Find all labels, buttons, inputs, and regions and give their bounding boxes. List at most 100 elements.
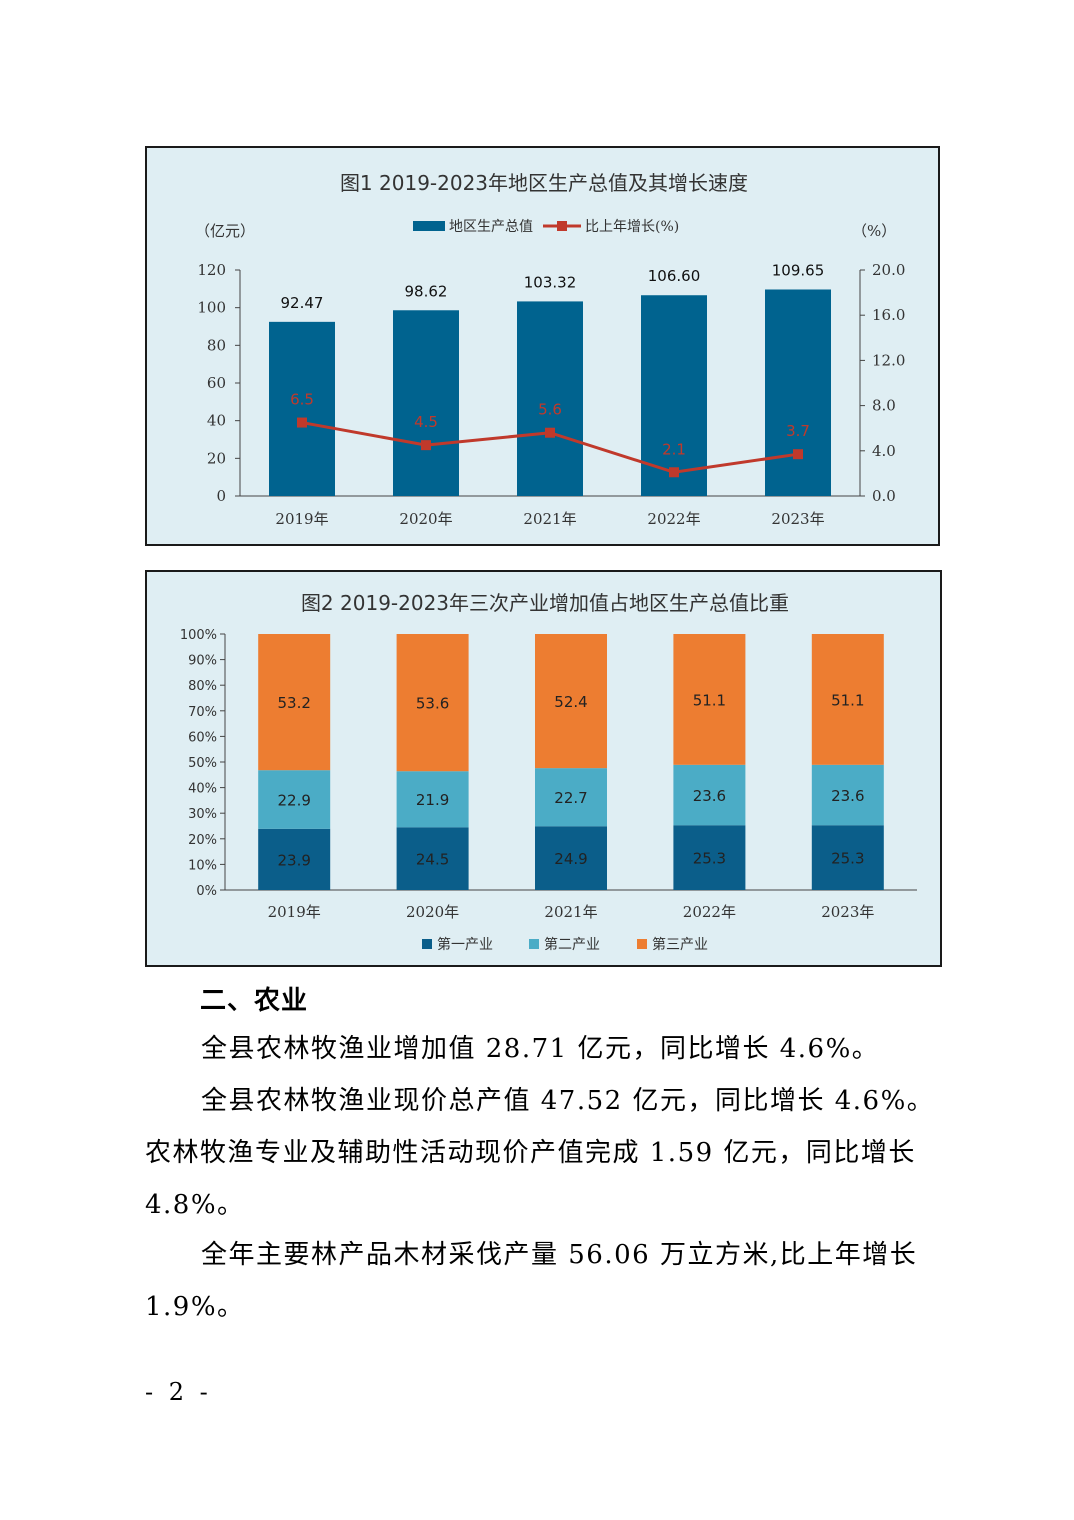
segment-label: 24.5 — [416, 851, 449, 869]
stacked-bar-segment — [396, 827, 469, 890]
y-axis-tick-label: 30% — [188, 807, 217, 822]
x-axis-tick-label: 2022年 — [647, 510, 700, 528]
legend-marker-growth — [557, 221, 567, 231]
right-axis-tick-label: 16.0 — [872, 306, 905, 324]
gdp-chart: 图1 2019-2023年地区生产总值及其增长速度 （亿元） （%） 地区生产总值 比上… — [145, 146, 940, 546]
x-axis-tick-label: 2023年 — [821, 903, 874, 921]
segment-label: 23.6 — [831, 787, 864, 805]
legend-swatch — [637, 939, 647, 949]
segment-label: 51.1 — [831, 691, 864, 709]
left-axis-tick-label: 0 — [216, 487, 226, 505]
legend-swatch — [529, 939, 539, 949]
y-axis-tick-label: 50% — [188, 756, 217, 771]
right-axis-tick-label: 0.0 — [872, 487, 896, 505]
paragraph-output-value: 全县农林牧渔业现价总产值 47.52 亿元，同比增长 4.6%。农林牧渔专业及辅… — [145, 1086, 935, 1220]
stacked-bar-segment — [396, 634, 469, 772]
segment-label: 23.6 — [693, 787, 726, 805]
x-axis-tick-label: 2023年 — [771, 510, 824, 528]
segment-label: 24.9 — [554, 850, 587, 868]
y-axis-tick-label: 90% — [188, 654, 217, 669]
segment-label: 25.3 — [693, 850, 726, 868]
stacked-bar-segment — [673, 764, 746, 826]
legend-label: 第一产业 — [437, 936, 493, 953]
segment-label: 21.9 — [416, 791, 449, 809]
growth-point-label: 5.6 — [538, 401, 562, 419]
left-axis-tick-label: 20 — [207, 449, 226, 467]
segment-label: 22.7 — [554, 789, 587, 807]
growth-point — [421, 440, 431, 451]
segment-label: 53.2 — [277, 694, 310, 712]
legend-label: 第二产业 — [544, 936, 600, 953]
x-axis-tick-label: 2020年 — [399, 510, 452, 528]
left-axis-tick-label: 80 — [207, 336, 226, 354]
right-axis-tick-label: 8.0 — [872, 397, 896, 415]
left-axis-tick-label: 60 — [207, 374, 226, 392]
y-axis-tick-label: 60% — [188, 730, 217, 745]
segment-label: 22.9 — [277, 792, 310, 810]
gdp-bar-label: 103.32 — [524, 273, 577, 291]
right-axis-tick-label: 4.0 — [872, 442, 896, 460]
stacked-bar-segment — [673, 825, 746, 890]
left-axis-unit: （亿元） — [195, 222, 255, 240]
chart-title: 图1 2019-2023年地区生产总值及其增长速度 — [340, 171, 748, 195]
x-axis-tick-label: 2021年 — [544, 903, 597, 921]
y-axis-tick-label: 70% — [188, 705, 217, 720]
left-axis-tick-label: 40 — [207, 412, 226, 430]
growth-point-label: 6.5 — [290, 391, 314, 409]
segment-label: 53.6 — [416, 695, 449, 713]
growth-point — [793, 449, 803, 460]
section-heading: 二、农业 — [200, 986, 309, 1016]
right-axis-unit: （%） — [852, 222, 896, 240]
stacked-bar-segment — [535, 768, 607, 827]
y-axis-tick-label: 20% — [188, 833, 217, 848]
stacked-bar-segment — [535, 826, 607, 890]
paragraph-timber: 全年主要林产品木材采伐产量 56.06 万立方米,比上年增长 1.9%。 — [145, 1240, 918, 1322]
legend-swatch — [422, 939, 432, 949]
y-axis-tick-label: 80% — [188, 679, 217, 694]
segment-label: 51.1 — [693, 691, 726, 709]
gdp-bar-label: 106.60 — [648, 267, 701, 285]
growth-point-label: 2.1 — [662, 440, 686, 458]
chart-title: 图2 2019-2023年三次产业增加值占地区生产总值比重 — [301, 591, 789, 615]
gdp-bar-label: 92.47 — [281, 294, 324, 312]
stacked-bar-segment — [535, 634, 607, 769]
growth-point — [297, 417, 307, 428]
right-axis-tick-label: 12.0 — [872, 351, 905, 369]
segment-label: 23.9 — [277, 851, 310, 869]
stacked-bar-segment — [258, 634, 331, 771]
y-axis-tick-label: 100% — [180, 628, 217, 643]
legend-swatch-gdp — [413, 221, 445, 231]
growth-point — [545, 427, 555, 438]
stacked-bar-segment — [811, 764, 884, 826]
page-number: - 2 - — [145, 1378, 212, 1406]
gdp-bar-label: 109.65 — [772, 261, 825, 279]
x-axis-tick-label: 2019年 — [268, 903, 321, 921]
stacked-bar-segment — [673, 634, 746, 765]
x-axis-tick-label: 2020年 — [406, 903, 459, 921]
legend-label-gdp: 地区生产总值 — [449, 219, 533, 235]
right-axis-tick-label: 20.0 — [872, 261, 905, 279]
gdp-bar — [641, 295, 707, 496]
y-axis-tick-label: 40% — [188, 782, 217, 797]
x-axis-tick-label: 2021年 — [523, 510, 576, 528]
stacked-bar-segment — [811, 825, 884, 890]
stacked-bar-segment — [258, 770, 331, 829]
segment-label: 52.4 — [554, 693, 587, 711]
gdp-bar-label: 98.62 — [405, 282, 448, 300]
gdp-bar — [517, 301, 583, 496]
y-axis-tick-label: 10% — [188, 858, 217, 873]
segment-label: 25.3 — [831, 850, 864, 868]
y-axis-tick-label: 0% — [196, 884, 217, 899]
x-axis-tick-label: 2022年 — [683, 903, 736, 921]
gdp-bar — [765, 289, 831, 496]
stacked-bar-segment — [258, 828, 331, 890]
gdp-bar — [269, 321, 335, 496]
left-axis-tick-label: 120 — [197, 261, 226, 279]
gdp-chart-svg: 图1 2019-2023年地区生产总值及其增长速度 （亿元） （%） 地区生产总值 比上… — [195, 171, 905, 528]
x-axis-tick-label: 2019年 — [275, 510, 328, 528]
left-axis-tick-label: 100 — [197, 299, 226, 317]
legend-label-growth: 比上年增长(%) — [585, 219, 679, 235]
stacked-bar-segment — [811, 634, 884, 765]
stacked-bar-segment — [396, 771, 469, 828]
paragraph-value-added: 全县农林牧渔业增加值 28.71 亿元，同比增长 4.6%。 — [201, 1034, 880, 1064]
